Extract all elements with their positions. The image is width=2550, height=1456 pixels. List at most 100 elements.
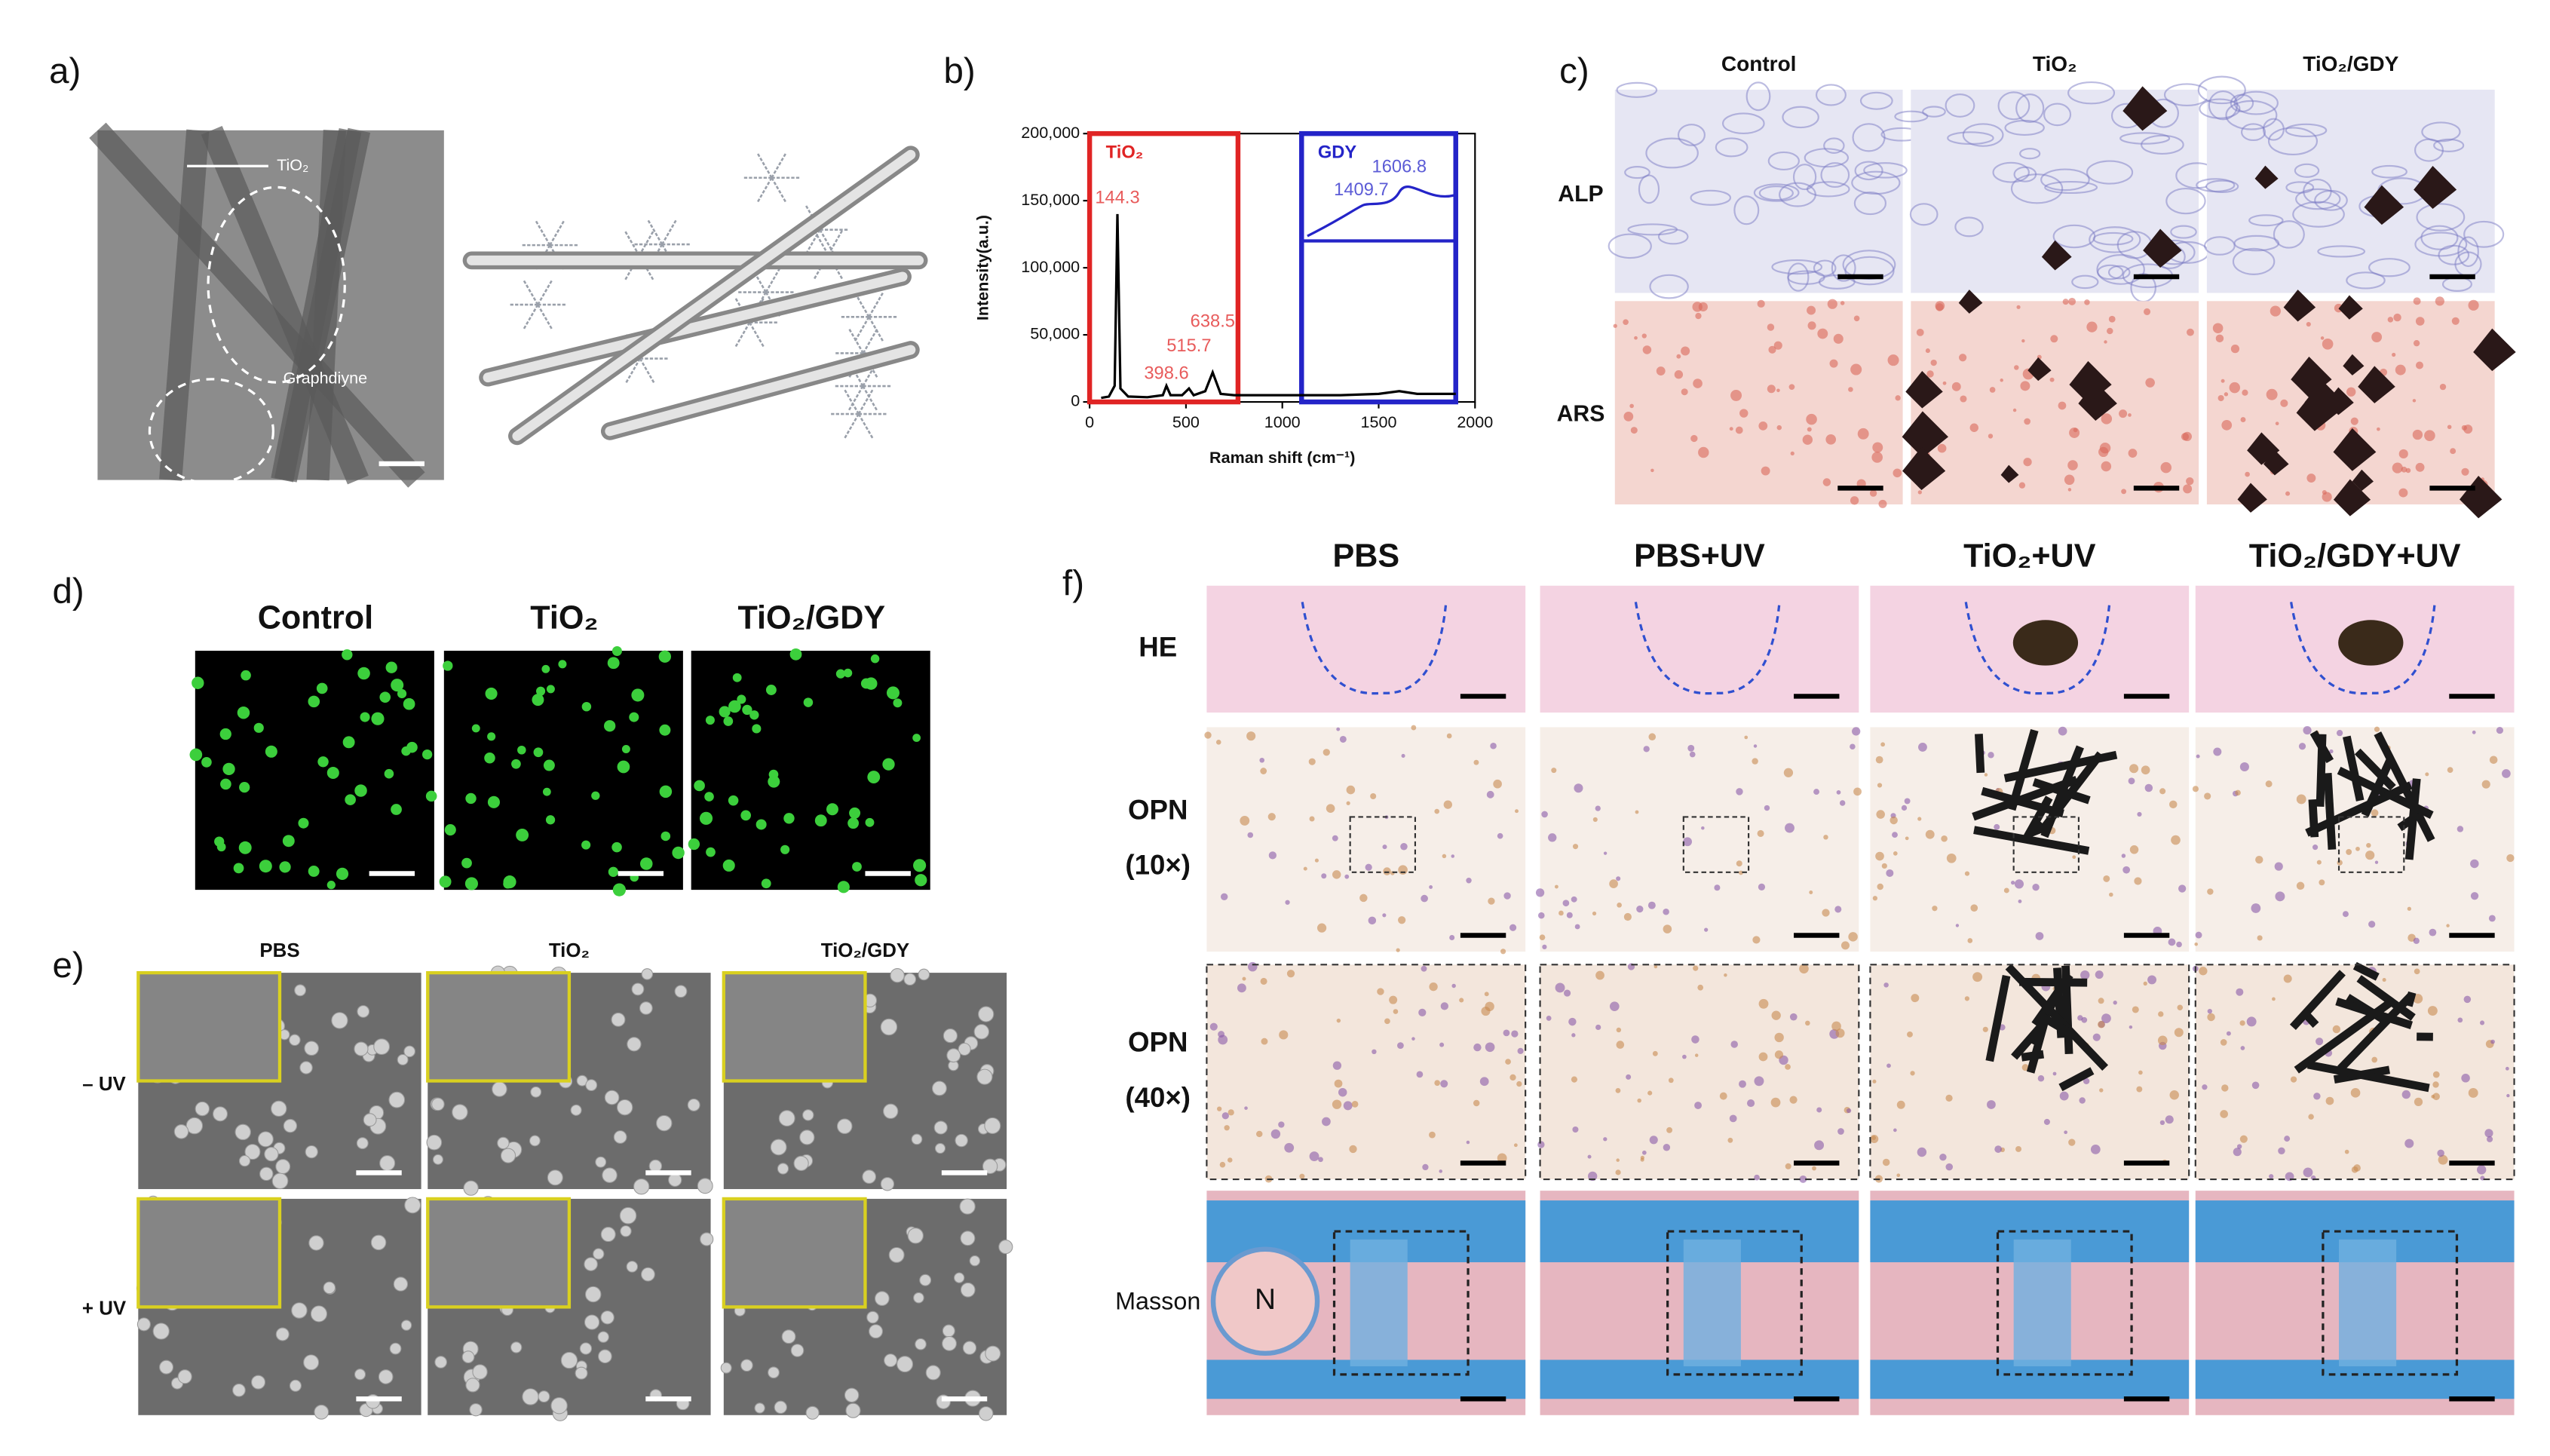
bacterium xyxy=(305,1145,318,1159)
texture xyxy=(2023,458,2032,467)
texture xyxy=(2470,859,2479,869)
texture xyxy=(1332,870,1341,879)
texture xyxy=(1485,1001,1494,1012)
texture xyxy=(1677,124,1706,146)
bacterium xyxy=(452,1104,468,1120)
bacterium xyxy=(674,985,688,998)
bacterium xyxy=(633,1179,650,1195)
outline xyxy=(2290,602,2436,695)
texture xyxy=(2021,339,2025,343)
texture xyxy=(1802,434,1813,445)
texture xyxy=(1398,865,1408,875)
bacterium xyxy=(754,1402,765,1414)
texture xyxy=(2134,877,2142,885)
texture xyxy=(2071,274,2099,290)
texture xyxy=(1486,790,1494,799)
texture xyxy=(1942,381,1947,385)
region-label: TiO₂ xyxy=(1106,143,1144,162)
bacterium xyxy=(404,1197,421,1214)
micrograph xyxy=(1894,81,2219,303)
texture xyxy=(1945,1163,1954,1171)
texture xyxy=(1757,829,1764,837)
texture xyxy=(2072,855,2076,860)
cell xyxy=(826,803,838,816)
deposit xyxy=(2404,778,2421,860)
network xyxy=(862,385,878,412)
texture xyxy=(2052,1071,2057,1076)
texture xyxy=(2240,123,2266,142)
cell xyxy=(484,752,495,764)
cell xyxy=(783,813,795,824)
texture xyxy=(2121,489,2127,495)
texture xyxy=(1401,753,1405,758)
texture xyxy=(2062,299,2069,305)
texture xyxy=(1886,869,1894,877)
row-label: (10×) xyxy=(1125,850,1191,881)
texture xyxy=(1691,1035,1699,1044)
texture xyxy=(1724,973,1727,977)
texture xyxy=(1848,932,1858,942)
cell xyxy=(189,748,203,762)
deposit xyxy=(2473,328,2516,372)
texture xyxy=(2169,800,2178,809)
bacterium xyxy=(244,1144,261,1160)
cell xyxy=(222,762,235,776)
cell xyxy=(694,780,705,792)
texture xyxy=(1730,389,1742,401)
cell xyxy=(541,664,550,673)
bacterium xyxy=(774,1400,787,1414)
texture xyxy=(1820,162,1850,189)
texture xyxy=(1278,1121,1285,1128)
texture xyxy=(2272,997,2276,1001)
texture xyxy=(2067,488,2072,492)
cell xyxy=(336,867,349,880)
texture xyxy=(1806,413,1817,425)
texture xyxy=(2303,1167,2313,1178)
texture xyxy=(2413,994,2423,1004)
texture xyxy=(2014,365,2019,370)
texture xyxy=(2067,81,2116,105)
bacterium xyxy=(919,1274,932,1286)
texture xyxy=(1227,1109,1234,1116)
texture xyxy=(1782,106,1819,129)
row-label: + UV xyxy=(82,1298,127,1319)
cell xyxy=(532,694,544,707)
texture xyxy=(1739,1080,1746,1088)
texture xyxy=(1642,345,1652,354)
texture xyxy=(2505,1066,2509,1071)
cell xyxy=(298,817,309,829)
texture xyxy=(1785,1163,1791,1169)
bacterium xyxy=(880,1177,895,1191)
row-label: ALP xyxy=(1558,182,1603,207)
deposit xyxy=(2333,479,2371,516)
texture xyxy=(2275,891,2285,902)
network xyxy=(755,152,773,179)
texture xyxy=(1776,425,1782,431)
x-tick-label: 2000 xyxy=(1457,412,1493,431)
deposit xyxy=(2352,469,2374,492)
texture xyxy=(1551,768,1557,774)
texture xyxy=(2032,884,2040,891)
bacterium xyxy=(979,1406,994,1421)
texture xyxy=(2303,178,2332,204)
row-label: HE xyxy=(1139,632,1177,663)
texture xyxy=(1397,1042,1404,1050)
column-header: PBS xyxy=(1332,538,1399,574)
micrograph xyxy=(1206,961,1527,1183)
texture xyxy=(2176,941,2182,948)
texture xyxy=(1893,468,1902,478)
micrograph xyxy=(1870,1191,2190,1415)
texture xyxy=(1757,299,1765,308)
band xyxy=(1350,1239,1408,1367)
micrograph xyxy=(1608,81,1923,299)
texture xyxy=(1683,837,1693,847)
cell xyxy=(192,676,204,689)
texture xyxy=(2107,327,2113,335)
texture xyxy=(2450,448,2457,455)
texture xyxy=(1515,809,1519,814)
texture xyxy=(1446,733,1452,739)
texture xyxy=(2141,765,2150,775)
micrograph xyxy=(1540,1191,1859,1415)
bacterium xyxy=(896,1356,914,1373)
texture xyxy=(1917,1147,1927,1157)
